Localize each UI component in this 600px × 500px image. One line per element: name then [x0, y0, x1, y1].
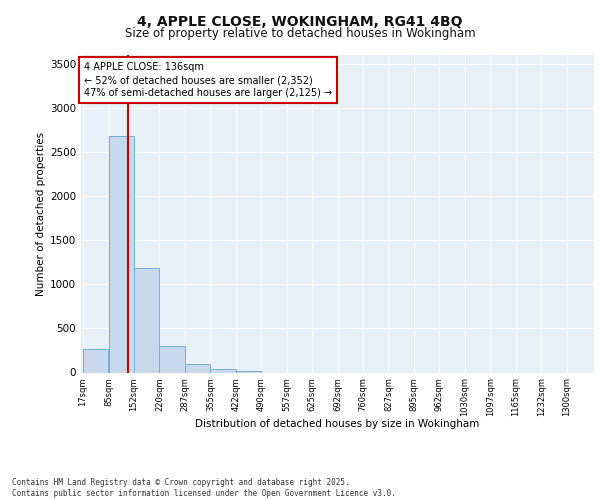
Bar	[236, 370, 261, 372]
Bar	[211, 369, 236, 372]
Bar	[109, 136, 134, 372]
Text: Contains HM Land Registry data © Crown copyright and database right 2025.
Contai: Contains HM Land Registry data © Crown c…	[12, 478, 396, 498]
Text: 4 APPLE CLOSE: 136sqm
← 52% of detached houses are smaller (2,352)
47% of semi-d: 4 APPLE CLOSE: 136sqm ← 52% of detached …	[84, 62, 332, 98]
Bar	[185, 364, 210, 372]
Bar	[134, 268, 159, 372]
Y-axis label: Number of detached properties: Number of detached properties	[36, 132, 46, 296]
Bar	[160, 346, 185, 372]
X-axis label: Distribution of detached houses by size in Wokingham: Distribution of detached houses by size …	[196, 419, 479, 429]
Text: 4, APPLE CLOSE, WOKINGHAM, RG41 4BQ: 4, APPLE CLOSE, WOKINGHAM, RG41 4BQ	[137, 15, 463, 29]
Bar	[83, 348, 108, 372]
Text: Size of property relative to detached houses in Wokingham: Size of property relative to detached ho…	[125, 28, 475, 40]
